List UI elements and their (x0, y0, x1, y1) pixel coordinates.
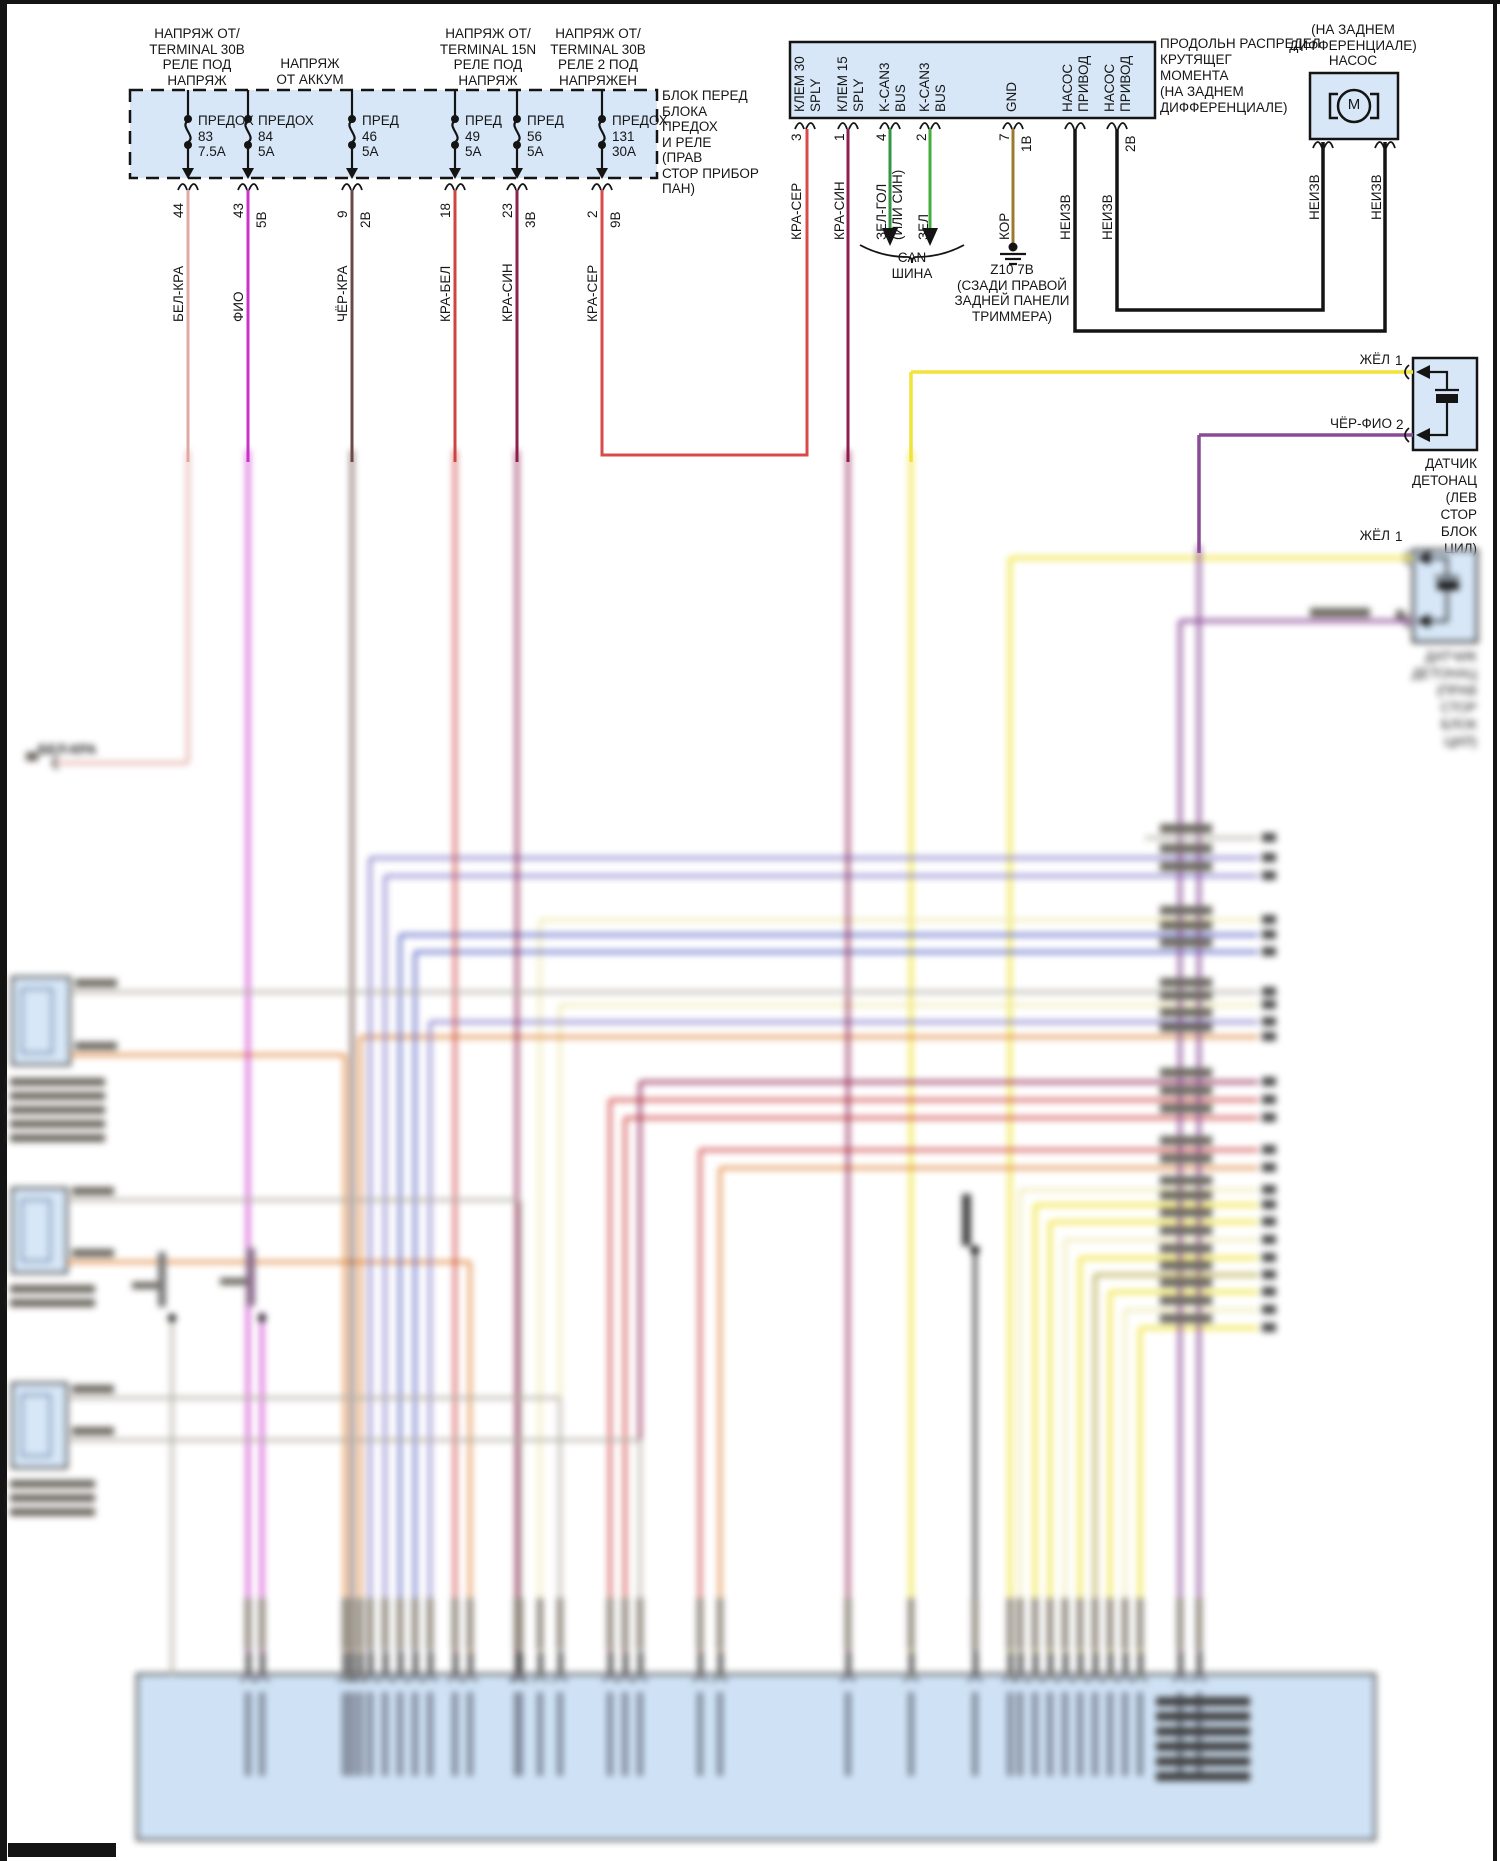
blur-wires-red (453, 450, 1258, 1675)
knock2-pin1: 1 (1395, 529, 1403, 544)
blur-right-row-label-blobs (1160, 824, 1212, 1323)
power-label-30b-rele2: НАПРЯЖ ОТ/ TERMINAL 30В РЕЛЕ 2 ПОД НАПРЯ… (550, 26, 646, 88)
motor-brackets (1328, 92, 1380, 120)
ground-z10-label: Z10 7В (СЗАДИ ПРАВОЙ ЗАДНЕЙ ПАНЕЛИ ТРИММ… (954, 262, 1070, 324)
blur-ecu-pin-blobs (246, 1652, 1202, 1674)
splice-dot-1 (258, 1314, 266, 1322)
power-label-30b: НАПРЯЖ ОТ/ TERMINAL 30В РЕЛЕ ПОД НАПРЯЖ (149, 26, 245, 88)
left-connector-b (11, 1187, 68, 1274)
knock1-pin1: 1 (1395, 353, 1403, 368)
blur-wires-yellow (909, 450, 1413, 1675)
wire-neizv-1 (1073, 129, 1387, 333)
ground-dot (1008, 242, 1018, 252)
module-connector-marks (794, 122, 1396, 149)
knock2-wire1-label: ЖЁЛ (1359, 528, 1390, 543)
blur-wires-magenta (246, 450, 264, 1675)
sensor1-pin-arcs (1404, 364, 1410, 443)
pump-location-label: (НА ЗАДНЕМ ДИФФЕРЕНЦИАЛЕ) (1289, 22, 1417, 53)
wire-neizv-2 (1115, 129, 1325, 312)
can-brace (859, 244, 965, 264)
power-label-akkum: НАПРЯЖ ОТ АККУМ (276, 56, 344, 87)
fuse-83-label: ПРЕДОХ 83 7.5А (198, 113, 254, 159)
wire-cher-fio (1197, 433, 1413, 553)
knock1-wire1-label: ЖЁЛ (1359, 352, 1390, 367)
torque-module-label: ПРОДОЛЬН РАСПРЕДЕЛ КРУТЯЩЕГ МОМЕНТА (НА … (1160, 36, 1321, 115)
sensor1-arrow-2 (1416, 428, 1430, 442)
blur-ecu-name-blob (1156, 1697, 1250, 1781)
blur-left-pin-arc (52, 756, 59, 770)
blur-wires-purple (1178, 545, 1413, 1675)
blur-ecu-inner-label-blobs (245, 1692, 1202, 1776)
wire-kra-ser (600, 129, 809, 457)
blur-wire-bel-kra (52, 450, 190, 765)
knock1-name: ДАТЧИК ДЕТОНАЦ (ЛЕВ СТОР БЛОК ЦИЛ) (1411, 456, 1477, 556)
knock-sensor2-box (1411, 548, 1479, 644)
blur-splice-label-blob (962, 1194, 971, 1246)
sensor2-arrow-2 (1416, 614, 1430, 628)
sensor1-piezo-plate (1436, 394, 1458, 403)
fuse-56-label: ПРЕД 56 5А (527, 113, 564, 159)
left-connector-a (11, 976, 71, 1066)
fuse-exit-arrows (182, 168, 608, 179)
page-border-top (0, 0, 1500, 4)
blur-starter-label-blob (246, 1248, 255, 1306)
blur-wire-label-blobs (245, 1598, 1202, 1650)
left-connector-c (11, 1382, 68, 1469)
splice-dot-2 (168, 1314, 176, 1322)
fuse-panel-note: БЛОК ПЕРЕД БЛОКА ПРЕДОХ И РЕЛЕ (ПРАВ СТО… (662, 88, 759, 196)
blur-misc-label-blobs (10, 608, 1404, 1516)
blur-wire-olive (1093, 1273, 1258, 1675)
motor-circle (1336, 88, 1372, 124)
blur-wires-orange (67, 1035, 1258, 1675)
page-footer-bar (8, 1843, 116, 1857)
knock2-name: ДАТЧИК ДЕТОНАЦ (ПРАВ СТОР БЛОК ЦИЛ) (1411, 649, 1477, 749)
blur-wires-maroon (515, 450, 1258, 1675)
page-border-left (0, 0, 7, 1861)
blur-wires-blue (398, 933, 1258, 1675)
sensor2-arrow-1 (1416, 551, 1430, 565)
ground-symbol (1000, 252, 1026, 266)
fuse-block-box (128, 88, 659, 180)
sensor1-internal-wiring (1430, 370, 1459, 437)
blur-wires-grey (67, 836, 1258, 1675)
fuse-46-label: ПРЕД 46 5А (362, 113, 399, 159)
pump-name-label: НАСОС (1328, 53, 1378, 68)
sensor2-pin-arcs (1404, 550, 1410, 629)
knock1-wire2-label: ЧЁР-ФИО (1330, 416, 1392, 431)
fuse-dots (184, 115, 606, 149)
blur-left-wire-label: БЕЛ-КРА (38, 742, 97, 757)
ecu-connector-marks (240, 1676, 1207, 1683)
can-arrow-2 (922, 228, 938, 246)
power-label-15n: НАПРЯЖ ОТ/ TERMINAL 15N РЕЛЕ ПОД НАПРЯЖ (439, 26, 537, 88)
blur-wires-pale-yellow (538, 918, 1258, 1675)
torque-module-box (788, 40, 1157, 120)
wire-zhel-1 (909, 370, 1413, 462)
fuse-84-label: ПРЕДОХ 84 5А (258, 113, 314, 159)
motor-letter: M (1347, 96, 1361, 113)
fuse-131-label: ПРЕДОХ 131 30А (612, 113, 668, 159)
blur-right-row-pin-blobs (1262, 833, 1276, 1332)
can-bus-label: CAN ШИНА (891, 250, 933, 281)
blur-starter-label-blob-2 (158, 1252, 166, 1307)
knock1-pin2: 2 (1396, 417, 1404, 432)
fuse-49-label: ПРЕД 49 5А (465, 113, 502, 159)
sensor2-internal-wiring (1430, 556, 1459, 623)
sensor1-arrow-1 (1416, 365, 1430, 379)
fuse-elements (184, 90, 606, 168)
sensor2-piezo-plate (1437, 581, 1459, 590)
pump-box (1308, 71, 1400, 141)
can-arrow-1 (882, 228, 898, 246)
page-border-right (1493, 0, 1497, 1861)
splice-dot-3 (970, 1245, 980, 1255)
fuse-connector-marks (177, 183, 613, 191)
blur-wires-violet (368, 856, 1258, 1675)
left-connector-details (21, 988, 53, 1457)
